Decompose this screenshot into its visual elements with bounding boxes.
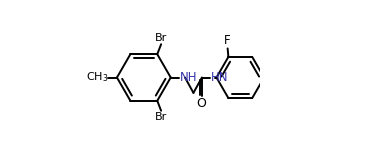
Text: Br: Br xyxy=(155,112,167,122)
Text: CH$_3$: CH$_3$ xyxy=(86,71,108,84)
Text: F: F xyxy=(224,34,231,47)
Text: O: O xyxy=(196,97,206,111)
Text: Br: Br xyxy=(155,33,167,43)
Text: HN: HN xyxy=(211,71,228,84)
Text: NH: NH xyxy=(180,71,197,84)
